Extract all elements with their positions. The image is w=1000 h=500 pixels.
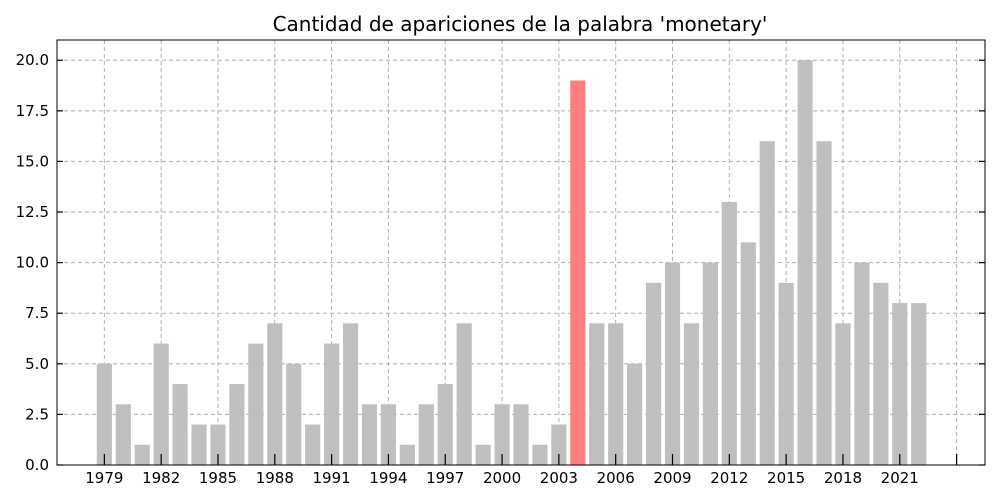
bar [342, 323, 359, 465]
bar [191, 424, 207, 465]
bar [645, 282, 662, 465]
x-tick-label: 1991 [313, 469, 351, 487]
x-tick-label: 2000 [483, 469, 521, 487]
bar [627, 363, 643, 465]
x-tick-label: 2006 [597, 469, 635, 487]
bar [513, 404, 529, 465]
chart-title: Cantidad de apariciones de la palabra 'm… [273, 12, 768, 36]
grid [57, 40, 985, 466]
x-tick-label: 1994 [369, 469, 407, 487]
bar [759, 141, 775, 465]
bar [324, 343, 340, 465]
y-tick-label: 12.5 [16, 203, 49, 221]
bars [96, 60, 927, 465]
bar [551, 424, 567, 465]
tick-labels: 0.0 2.5 5.0 7.5 10.0 12.5 15.0 17.5 20.0 1979 1982… [16, 51, 919, 487]
bar [740, 242, 756, 465]
bar [115, 404, 131, 465]
bar-highlight [570, 80, 586, 465]
bar [96, 363, 112, 465]
y-tick-label: 10.0 [16, 254, 49, 272]
x-tick-label: 1982 [142, 469, 180, 487]
y-tick-label: 2.5 [25, 405, 49, 423]
bar [456, 323, 472, 465]
y-tick-label: 0.0 [25, 456, 49, 474]
y-tick-label: 17.5 [16, 102, 49, 120]
bar [172, 384, 188, 465]
x-tick-label: 2018 [824, 469, 862, 487]
bar [153, 343, 169, 465]
bar [229, 384, 245, 465]
bar [418, 404, 434, 465]
bar [267, 323, 283, 465]
y-tick-label: 20.0 [16, 51, 49, 69]
bar [683, 323, 700, 465]
bar [721, 201, 737, 465]
bar [778, 282, 794, 465]
x-tick-label: 2009 [653, 469, 691, 487]
bar [664, 262, 681, 465]
bar [210, 424, 226, 465]
bar [911, 303, 927, 465]
bar [134, 444, 150, 465]
bar [816, 141, 832, 465]
bar [892, 303, 908, 465]
bar [608, 323, 624, 465]
y-tick-label: 5.0 [25, 355, 49, 373]
bar [380, 404, 397, 465]
x-tick-label: 1985 [199, 469, 237, 487]
x-tick-label: 2012 [710, 469, 748, 487]
bar [361, 404, 378, 465]
bar [437, 384, 453, 465]
plot-frame [56, 39, 986, 466]
x-tick-label: 2003 [540, 469, 578, 487]
x-tick-label: 2021 [881, 469, 919, 487]
bar [399, 444, 415, 465]
x-tick-label: 1988 [256, 469, 294, 487]
bar [248, 343, 264, 465]
bar [797, 60, 813, 465]
bar [286, 363, 302, 465]
x-tick-label: 1979 [85, 469, 123, 487]
bar [873, 282, 889, 465]
bar [854, 262, 870, 465]
x-tick-label: 1997 [426, 469, 464, 487]
bar [589, 323, 605, 465]
bar [835, 323, 851, 465]
x-tick-label: 2015 [767, 469, 805, 487]
bar [305, 424, 321, 465]
bar [494, 404, 510, 465]
bar [475, 444, 491, 465]
bar [702, 262, 718, 465]
y-tick-label: 7.5 [25, 304, 49, 322]
y-tick-label: 15.0 [16, 152, 49, 170]
bar [532, 444, 548, 465]
